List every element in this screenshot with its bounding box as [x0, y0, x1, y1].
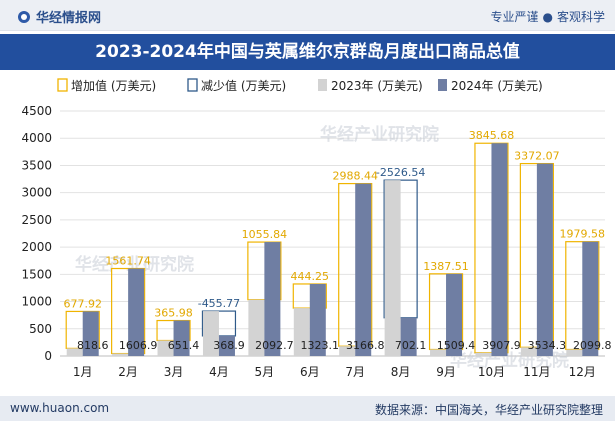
bar-2024 — [536, 163, 553, 356]
y-tick-label: 500 — [29, 322, 52, 336]
bar-2023 — [430, 349, 447, 356]
value-label-2024: 3166.8 — [346, 339, 385, 352]
bar-2024 — [491, 143, 508, 356]
bar-2023 — [384, 180, 401, 356]
legend-label: 2023年 (万美元) — [331, 79, 423, 93]
value-label-2024: 1323.1 — [301, 339, 340, 352]
legend-increase-swatch — [57, 78, 68, 92]
bar-2024 — [355, 183, 372, 356]
brand: 华经情报网 — [18, 7, 101, 26]
bar-2023 — [112, 353, 129, 356]
x-category-label: 3月 — [164, 365, 184, 379]
increase-label: 1055.84 — [242, 228, 288, 241]
y-tick-label: 4500 — [21, 104, 52, 118]
y-tick-label: 1500 — [21, 267, 52, 281]
increase-label: 1387.51 — [423, 260, 469, 273]
bar-2023 — [339, 346, 356, 356]
footer-source: 数据来源：中国海关，华经产业研究院整理 — [374, 403, 603, 417]
value-label-2024: 2092.7 — [255, 339, 294, 352]
legend-2023-swatch — [318, 79, 327, 91]
bar-2023 — [66, 348, 83, 356]
y-tick-label: 1000 — [21, 295, 52, 309]
bar-2024 — [582, 241, 599, 356]
top-bar: 华经情报网 专业严谨 ● 客观科学 — [0, 0, 615, 31]
x-category-label: 11月 — [523, 365, 550, 379]
bar-2023 — [566, 349, 583, 356]
value-label-2024: 2099.8 — [573, 339, 612, 352]
value-label-2024: 1509.4 — [437, 339, 476, 352]
bar-2023 — [293, 308, 310, 356]
y-tick-label: 2000 — [21, 240, 52, 254]
decrease-label: -2526.54 — [376, 166, 425, 179]
title-bar: 2023-2024年中国与英属维尔京群岛月度出口商品总值 — [0, 34, 615, 70]
bar-2023 — [248, 299, 265, 356]
legend-label: 2024年 (万美元) — [451, 79, 543, 93]
value-label-2024: 702.1 — [395, 339, 427, 352]
watermark-text: 华经产业研究院 — [75, 254, 194, 275]
tagline-dot-icon: ● — [542, 10, 553, 24]
tagline-left: 专业严谨 — [490, 10, 539, 24]
bar-2023 — [202, 311, 219, 356]
bar-2024 — [309, 283, 326, 356]
x-category-label: 9月 — [436, 365, 456, 379]
legend-label: 增加值 (万美元) — [71, 78, 156, 93]
x-category-label: 8月 — [391, 365, 411, 379]
bar-2023 — [520, 347, 537, 356]
footer-website: www.huaon.com — [10, 401, 110, 415]
value-label-2024: 1606.9 — [119, 339, 158, 352]
brand-name: 华经情报网 — [36, 11, 102, 26]
y-tick-label: 2500 — [21, 213, 52, 227]
x-category-label: 6月 — [300, 365, 320, 379]
bar-2024 — [446, 273, 463, 356]
decrease-label: -455.77 — [198, 297, 240, 310]
bar-2024 — [173, 320, 190, 356]
value-label-2024: 651.4 — [168, 339, 200, 352]
x-category-label: 1月 — [73, 365, 93, 379]
x-category-label: 5月 — [255, 365, 275, 379]
value-label-2024: 3907.9 — [482, 339, 521, 352]
increase-label: 365.98 — [154, 307, 193, 320]
x-category-label: 2月 — [118, 365, 138, 379]
increase-label: 677.92 — [63, 297, 102, 310]
x-category-label: 7月 — [345, 365, 365, 379]
y-tick-label: 3000 — [21, 186, 52, 200]
x-category-label: 10月 — [478, 365, 505, 379]
legend-label: 减少值 (万美元) — [201, 78, 286, 93]
value-label-2024: 3534.3 — [528, 339, 567, 352]
y-tick-label: 0 — [44, 349, 52, 363]
x-category-label: 12月 — [569, 365, 596, 379]
bar-2024 — [128, 268, 145, 356]
chart-title: 2023-2024年中国与英属维尔京群岛月度出口商品总值 — [95, 42, 520, 62]
value-label-2024: 818.6 — [77, 339, 109, 352]
increase-label: 3845.68 — [469, 129, 515, 142]
bar-2024 — [264, 242, 281, 356]
increase-label: 3372.07 — [514, 150, 560, 163]
bar-2024 — [218, 335, 235, 356]
tagline: 专业严谨 ● 客观科学 — [490, 8, 605, 25]
increase-label: 2988.44 — [332, 170, 378, 183]
increase-label: 1979.58 — [560, 228, 606, 241]
watermark-text: 华经产业研究院 — [320, 124, 439, 145]
y-tick-label: 3500 — [21, 158, 52, 172]
legend-decrease-swatch — [187, 78, 198, 92]
x-category-label: 4月 — [209, 365, 229, 379]
footer-bar: www.huaon.com 数据来源：中国海关，华经产业研究院整理 — [0, 396, 615, 421]
increase-label: 444.25 — [291, 270, 330, 283]
tagline-right: 客观科学 — [556, 10, 605, 24]
value-label-2024: 368.9 — [213, 339, 245, 352]
brand-logo-icon — [18, 11, 30, 23]
increase-label: 1561.74 — [105, 255, 151, 268]
bar-2024 — [82, 311, 99, 356]
legend-2024-swatch — [438, 79, 447, 91]
y-tick-label: 4000 — [21, 131, 52, 145]
bar-2024 — [400, 317, 417, 356]
bar-2023 — [475, 352, 492, 356]
chart-svg: 0 500 1000 1500 2000 2500 3000 3500 4000 4500 华经产业… — [21, 78, 612, 379]
bar-2023 — [157, 340, 174, 356]
